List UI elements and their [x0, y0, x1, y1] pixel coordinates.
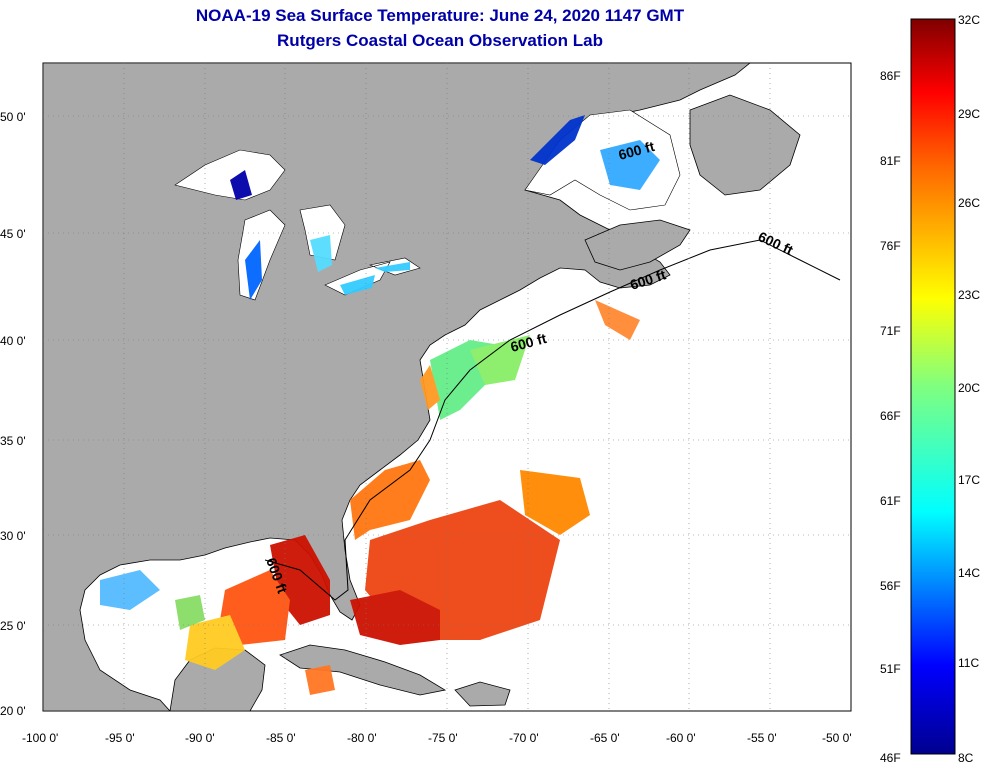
colorbar-f-label: 61F	[880, 494, 901, 508]
lat-tick: 50 0'	[0, 110, 26, 124]
colorbar-c-label: 11C	[958, 656, 979, 670]
lon-tick: -85 0'	[266, 731, 296, 745]
colorbar-f-label: 71F	[880, 324, 901, 338]
lon-tick: -70 0'	[509, 731, 539, 745]
lon-tick: -65 0'	[590, 731, 620, 745]
lon-tick: -90 0'	[185, 731, 215, 745]
colorbar-f-label: 51F	[880, 662, 901, 676]
colorbar-f-label: 81F	[880, 154, 901, 168]
lat-tick: 45 0'	[0, 227, 26, 241]
lon-tick: -50 0'	[822, 731, 852, 745]
lat-tick: 40 0'	[0, 334, 26, 348]
depth-contour	[264, 239, 841, 601]
land-north-america	[43, 63, 751, 711]
lat-axis: 50 0' 45 0' 40 0' 35 0' 30 0' 25 0' 20 0…	[0, 110, 26, 718]
colorbar-c-label: 29C	[958, 107, 980, 121]
colorbar-c-label: 26C	[958, 196, 980, 210]
colorbar-f-label: 46F	[880, 751, 901, 765]
lon-tick: -80 0'	[347, 731, 377, 745]
colorbar-c-label: 20C	[958, 381, 980, 395]
lon-tick: -75 0'	[428, 731, 458, 745]
colorbar-c-label: 32C	[958, 13, 980, 27]
land-hispaniola	[454, 681, 511, 707]
map-subtitle: Rutgers Coastal Ocean Observation Lab	[277, 31, 603, 50]
colorbar	[910, 18, 956, 755]
colorbar-c-label: 17C	[958, 473, 980, 487]
colorbar-f-label: 86F	[880, 69, 901, 83]
grid	[43, 63, 851, 711]
colorbar-celsius-labels: 32C 29C 26C 23C 20C 17C 14C 11C 8C	[958, 13, 980, 765]
colorbar-c-label: 8C	[958, 751, 974, 765]
lat-tick: 25 0'	[0, 619, 26, 633]
lon-tick: -95 0'	[105, 731, 135, 745]
colorbar-c-label: 14C	[958, 566, 980, 580]
colorbar-f-label: 76F	[880, 239, 901, 253]
colorbar-f-label: 56F	[880, 579, 901, 593]
land-newfoundland	[689, 94, 801, 196]
colorbar-c-label: 23C	[958, 288, 980, 302]
lon-tick: -60 0'	[666, 731, 696, 745]
lat-tick: 20 0'	[0, 704, 26, 718]
map-title: NOAA-19 Sea Surface Temperature: June 24…	[195, 6, 685, 25]
land-nova-scotia	[584, 219, 691, 271]
colorbar-f-label: 66F	[880, 409, 901, 423]
lon-axis: -100 0' -95 0' -90 0' -85 0' -80 0' -75 …	[22, 731, 852, 745]
lat-tick: 30 0'	[0, 529, 26, 543]
colorbar-fahrenheit-labels: 86F 81F 76F 71F 66F 61F 56F 51F 46F	[880, 69, 901, 765]
lon-tick: -100 0'	[22, 731, 58, 745]
lat-tick: 35 0'	[0, 434, 26, 448]
lon-tick: -55 0'	[747, 731, 777, 745]
